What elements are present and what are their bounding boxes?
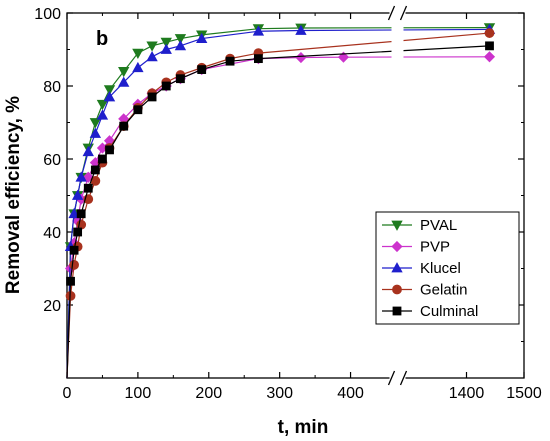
x-tick-label: 100 xyxy=(125,385,152,402)
data-point xyxy=(160,37,172,49)
x-tick-label: 1500 xyxy=(506,385,542,402)
break-gap-top xyxy=(389,7,406,19)
y-tick-label: 40 xyxy=(43,225,61,242)
data-point xyxy=(132,48,144,59)
data-point xyxy=(174,34,187,45)
data-point xyxy=(132,61,144,73)
data-point xyxy=(485,41,494,51)
y-tick-label: 100 xyxy=(34,6,61,23)
data-point xyxy=(82,145,94,157)
data-point xyxy=(89,118,102,129)
data-point xyxy=(295,24,307,35)
break-slash xyxy=(387,5,396,21)
data-point xyxy=(68,207,80,219)
x-axis-title: t, min xyxy=(278,417,329,438)
data-point xyxy=(337,51,350,63)
data-point xyxy=(483,51,496,63)
series-layer xyxy=(64,23,496,379)
data-point xyxy=(118,67,130,78)
data-point xyxy=(71,189,84,200)
data-point xyxy=(196,32,208,43)
legend-entry-pval: PVAL xyxy=(382,217,457,234)
break-slash xyxy=(399,5,408,21)
legend-entry-pvp: PVP xyxy=(382,239,450,256)
y-tick-label: 20 xyxy=(43,298,61,315)
data-point xyxy=(176,74,185,84)
x-tick-label: 200 xyxy=(195,385,222,402)
data-point xyxy=(83,183,93,193)
data-point xyxy=(392,284,402,295)
break-slash xyxy=(387,370,396,386)
data-point xyxy=(253,54,263,64)
data-point xyxy=(484,28,495,38)
legend-entry-gelatin: Gelatin xyxy=(382,282,468,299)
break-gap-bottom xyxy=(389,372,406,384)
legend-label: Klucel xyxy=(420,260,461,277)
y-tick-label: 80 xyxy=(43,79,61,96)
series-culminal xyxy=(66,41,494,379)
data-point xyxy=(96,99,109,111)
data-point xyxy=(69,259,79,270)
data-point xyxy=(147,92,157,102)
data-point xyxy=(103,91,116,102)
data-point xyxy=(160,43,172,54)
data-point xyxy=(225,56,235,66)
panel-label: b xyxy=(96,28,108,50)
legend-label: Gelatin xyxy=(420,282,468,299)
data-point xyxy=(252,25,265,36)
legend: PVAL PVP Klucel Gelatin Culminal xyxy=(375,211,520,325)
data-point xyxy=(76,209,86,219)
data-point xyxy=(90,165,100,175)
data-point xyxy=(133,105,143,115)
data-point xyxy=(66,276,75,286)
x-tick-label: 1400 xyxy=(449,385,485,402)
data-point xyxy=(391,220,403,231)
data-point xyxy=(75,171,87,182)
data-point xyxy=(119,121,129,131)
data-point xyxy=(174,40,187,51)
axis-ticks: 0 100 200 300 400 1400 1500 20 40 60 80 100 xyxy=(34,6,542,402)
legend-label: PVP xyxy=(420,239,450,256)
data-point xyxy=(89,127,102,138)
data-point xyxy=(391,262,403,273)
x-tick-label: 0 xyxy=(63,385,72,402)
data-point xyxy=(118,76,130,87)
legend-entry-culminal: Culminal xyxy=(382,303,478,320)
break-slash xyxy=(399,370,408,386)
data-point xyxy=(146,41,158,52)
data-point xyxy=(73,227,83,237)
data-point xyxy=(105,145,114,155)
legend-label: Culminal xyxy=(420,303,478,320)
data-point xyxy=(391,240,403,253)
data-point xyxy=(146,50,158,62)
legend-label: PVAL xyxy=(420,217,457,234)
data-point xyxy=(197,65,207,74)
x-tick-label: 300 xyxy=(266,385,293,402)
data-point xyxy=(103,85,116,96)
data-point xyxy=(161,81,171,91)
y-axis-title: Removal efficiency, % xyxy=(3,96,24,294)
data-point xyxy=(98,154,107,164)
x-tick-label: 400 xyxy=(337,385,364,402)
y-tick-label: 60 xyxy=(43,152,61,169)
data-point xyxy=(69,245,79,255)
data-point xyxy=(96,109,109,120)
data-point xyxy=(392,306,402,316)
legend-entry-klucel: Klucel xyxy=(382,260,461,277)
